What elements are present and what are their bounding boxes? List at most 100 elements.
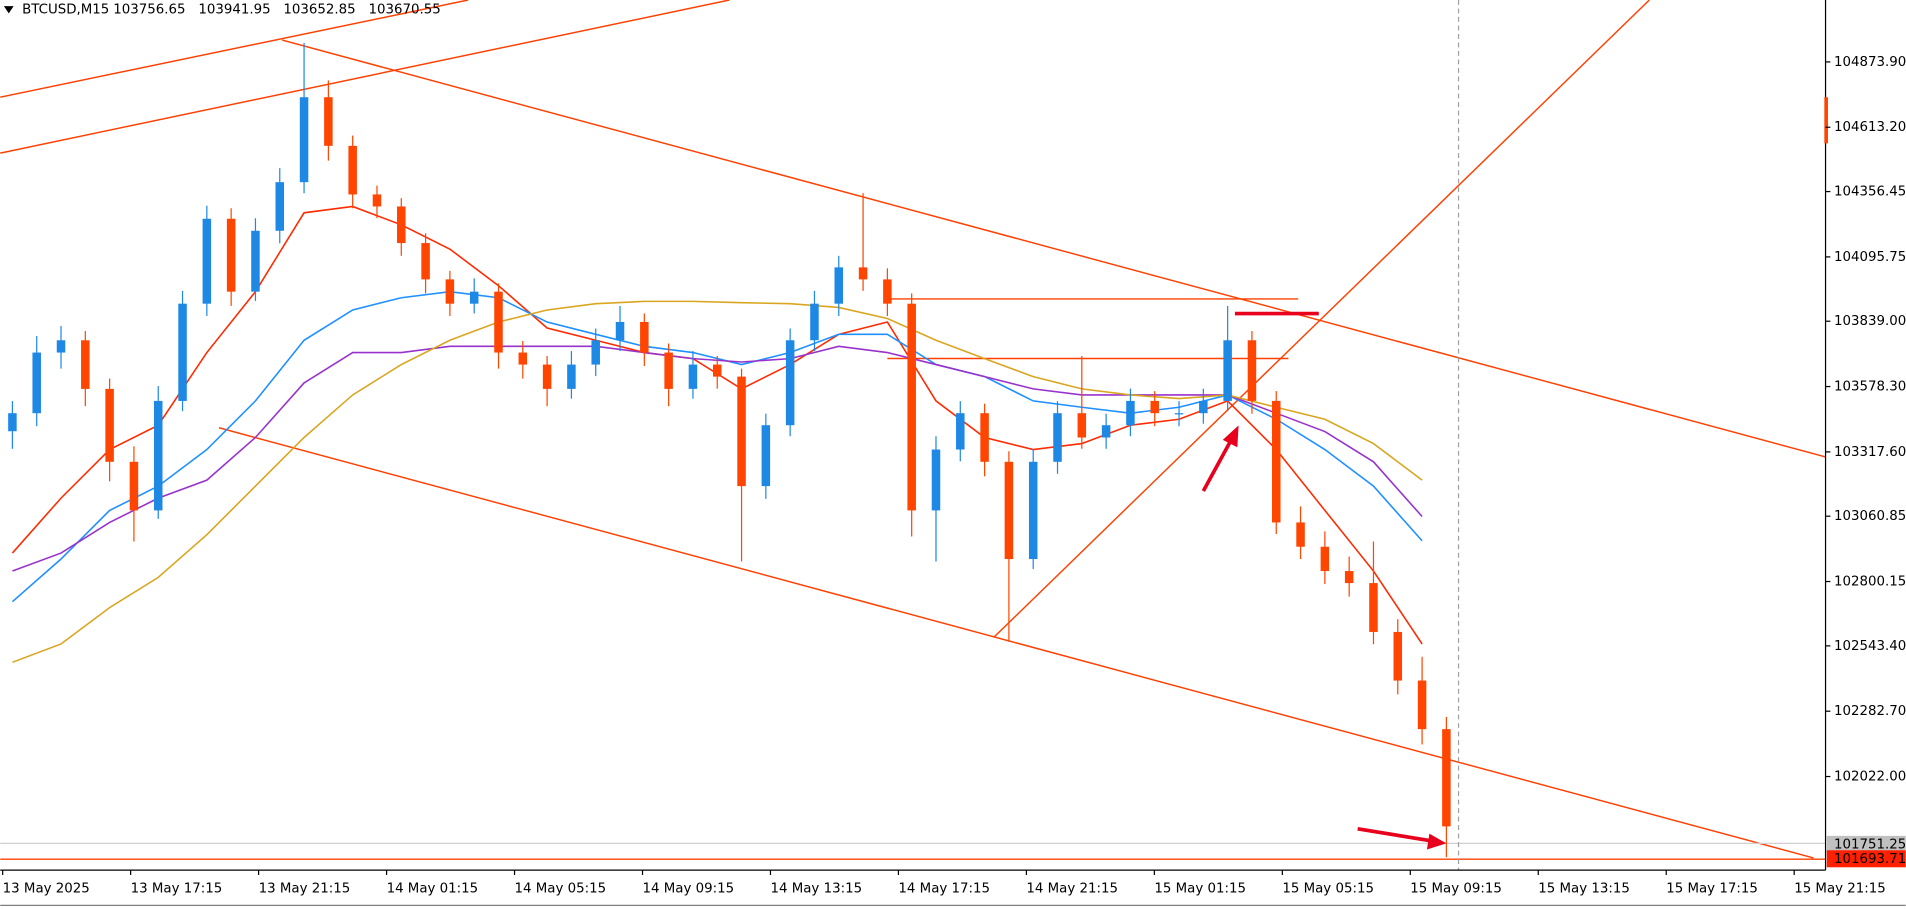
candle-body	[567, 364, 576, 389]
candle-body	[251, 230, 260, 292]
x-tick-label: 14 May 09:15	[643, 881, 735, 896]
x-tick-label: 14 May 05:15	[515, 881, 607, 896]
candle-body	[372, 194, 382, 207]
x-tick-label: 14 May 17:15	[898, 881, 990, 896]
y-tick-label: 104095.75	[1834, 250, 1906, 265]
y-tick-label: 103317.60	[1834, 445, 1906, 460]
arrow	[1201, 436, 1235, 492]
candle-body	[907, 303, 916, 511]
quote-value: 103941.95	[198, 3, 270, 18]
candle-body	[858, 267, 868, 280]
candle-body	[615, 321, 625, 341]
candle-body	[397, 206, 406, 244]
quote-value: 103670.55	[368, 3, 440, 18]
y-tick-label: 103839.00	[1834, 314, 1906, 329]
candle-body	[810, 303, 819, 341]
x-tick-label: 13 May 2025	[3, 881, 90, 896]
candle-body	[785, 340, 795, 426]
quote-value: 103756.65	[113, 3, 185, 18]
candle-body	[153, 400, 163, 511]
candle-body	[469, 291, 479, 304]
y-tick-label: 103060.85	[1834, 509, 1906, 524]
candle-body	[32, 352, 41, 414]
candle-body	[834, 267, 844, 304]
candle-body	[1272, 400, 1281, 523]
candle-body	[81, 340, 90, 389]
x-tick-label: 14 May 01:15	[387, 881, 479, 896]
x-tick-label: 15 May 05:15	[1282, 881, 1374, 896]
arrowhead	[1222, 425, 1239, 448]
arrow	[1357, 826, 1433, 843]
x-tick-label: 15 May 21:15	[1794, 881, 1886, 896]
y-tick-label: 103578.30	[1834, 380, 1906, 395]
trendline	[0, 0, 469, 98]
x-tick-label: 14 May 21:15	[1026, 881, 1118, 896]
candle-body	[591, 340, 600, 365]
candle-body	[348, 145, 357, 195]
candle-body	[1101, 425, 1111, 438]
y-tick-label: 104873.90	[1834, 55, 1906, 70]
candle-body	[737, 376, 746, 487]
y-tick-label: 102543.40	[1834, 639, 1906, 654]
x-tick-label: 15 May 17:15	[1666, 881, 1758, 896]
y-tick-label: 104613.20	[1834, 120, 1906, 135]
price-label: 101693.71	[1834, 852, 1906, 867]
candle-body	[1344, 571, 1354, 584]
candle-body	[1442, 729, 1451, 827]
candle-body	[980, 413, 989, 462]
candle-body	[1393, 631, 1403, 681]
y-tick-label: 104356.45	[1834, 185, 1906, 200]
trendline	[0, 0, 730, 154]
quote: 103756.65 103941.95 103652.85 103670.55	[113, 3, 440, 18]
trendline	[218, 427, 1814, 859]
arrowhead	[1426, 833, 1447, 850]
candle-body	[1247, 340, 1257, 401]
candle-body	[956, 413, 965, 450]
x-tick-label: 14 May 13:15	[770, 881, 862, 896]
candle-body	[129, 461, 139, 511]
x-tick-label: 13 May 21:15	[259, 881, 351, 896]
candle-body	[1320, 546, 1330, 572]
candle-body	[518, 352, 528, 365]
candle-body	[640, 321, 649, 353]
candle-body	[688, 364, 698, 389]
trendline	[993, 0, 1650, 638]
candle-body	[931, 449, 941, 511]
candle-body	[1004, 461, 1014, 560]
x-tick-label: 13 May 17:15	[131, 881, 223, 896]
candle-body	[883, 279, 892, 304]
candle-body	[105, 388, 114, 462]
range-marker	[1824, 97, 1828, 144]
trendlines	[0, 0, 1826, 871]
x-tick-label: 15 May 09:15	[1410, 881, 1502, 896]
candle-body	[542, 364, 552, 389]
candle-body	[299, 97, 309, 183]
candle-body	[664, 352, 673, 389]
trendline	[281, 39, 1826, 458]
menu-arrow[interactable]	[3, 6, 14, 14]
candle-body	[1199, 400, 1208, 414]
candle-body	[445, 279, 455, 304]
candle-body	[1174, 413, 1184, 415]
candle-body	[1126, 400, 1135, 426]
candle-body	[761, 425, 771, 487]
candle-body	[324, 97, 333, 146]
moving-average	[12, 300, 1423, 664]
candle-body	[275, 182, 285, 231]
candle-body	[8, 413, 17, 432]
candle-body	[1028, 461, 1038, 560]
candle-body	[1296, 522, 1305, 547]
candle-body	[494, 291, 503, 353]
y-tick-label: 102022.00	[1834, 770, 1906, 785]
candle-body	[712, 364, 722, 377]
candle-body	[56, 340, 66, 353]
candle-body	[421, 243, 430, 280]
candle-body	[1150, 400, 1159, 414]
price-label: 101751.25	[1834, 837, 1906, 852]
symbol: BTCUSD,M15	[22, 3, 109, 18]
candle-body	[202, 218, 212, 304]
price-label-box	[1826, 835, 1906, 853]
x-tick-label: 15 May 01:15	[1154, 881, 1246, 896]
candle-body	[1417, 680, 1427, 730]
